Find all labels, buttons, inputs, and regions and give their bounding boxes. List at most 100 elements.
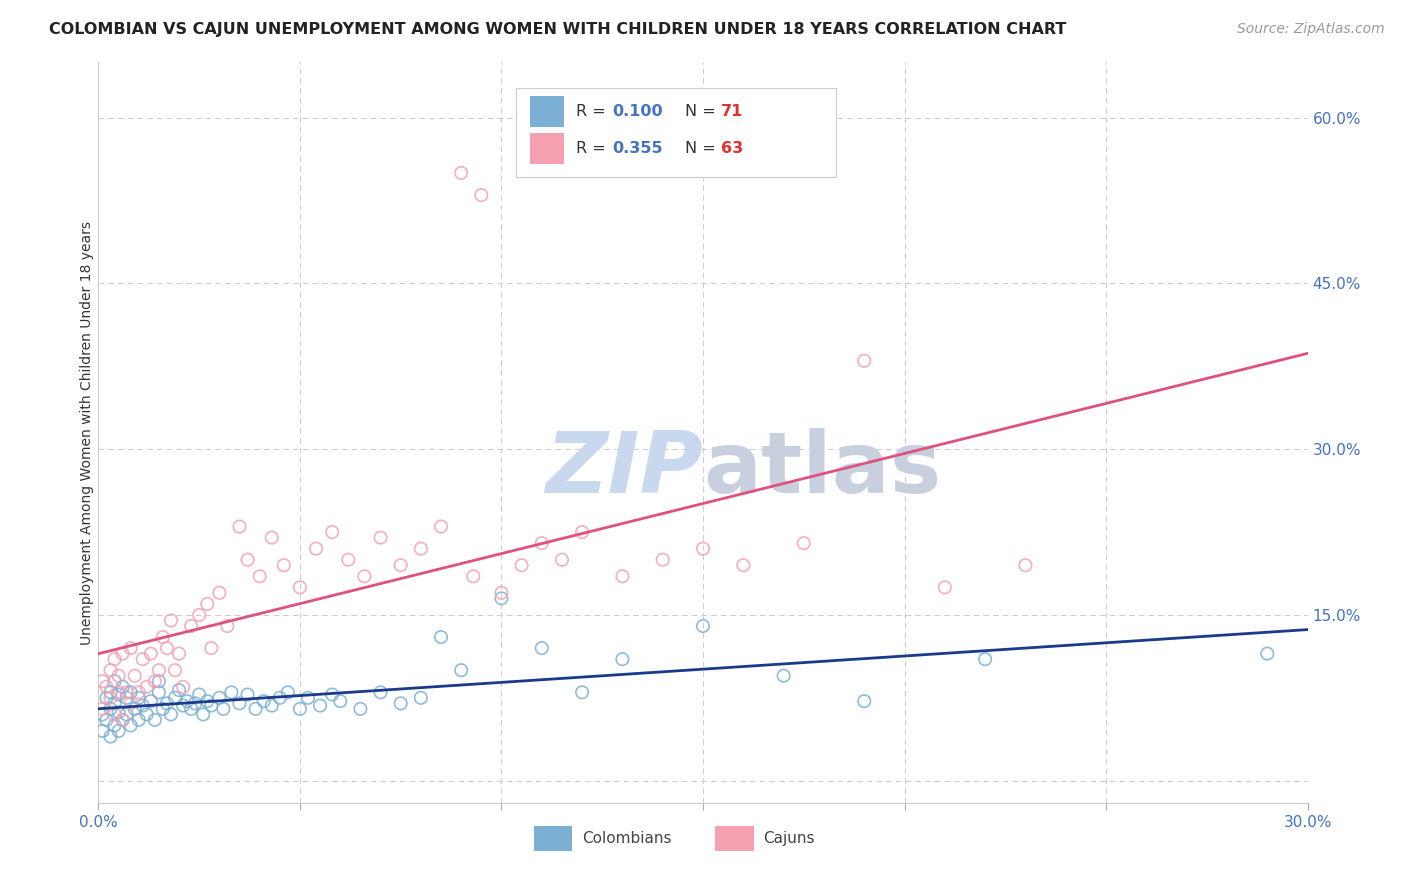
- Point: [143, 713, 166, 727]
- Point: [245, 702, 267, 716]
- Point: [103, 718, 125, 732]
- Point: [321, 688, 343, 702]
- Point: [115, 690, 138, 705]
- Point: [273, 558, 295, 573]
- Point: [111, 713, 134, 727]
- Point: [139, 694, 162, 708]
- Point: [228, 697, 250, 711]
- Point: [612, 652, 634, 666]
- Point: [184, 697, 207, 711]
- Point: [288, 702, 311, 716]
- Point: [124, 669, 146, 683]
- Point: [217, 619, 239, 633]
- Point: [107, 723, 129, 738]
- Point: [212, 702, 235, 716]
- Text: ZIP: ZIP: [546, 428, 703, 511]
- Point: [430, 630, 453, 644]
- Point: [167, 683, 190, 698]
- Point: [163, 663, 186, 677]
- Point: [193, 707, 215, 722]
- Point: [208, 690, 231, 705]
- Point: [288, 580, 311, 594]
- FancyBboxPatch shape: [530, 133, 564, 164]
- Point: [491, 591, 513, 606]
- FancyBboxPatch shape: [716, 827, 754, 851]
- Point: [120, 685, 142, 699]
- Point: [172, 698, 194, 713]
- Point: [692, 541, 714, 556]
- Point: [236, 552, 259, 566]
- Point: [103, 707, 125, 722]
- Point: [974, 652, 997, 666]
- Point: [297, 690, 319, 705]
- FancyBboxPatch shape: [516, 88, 837, 178]
- Point: [135, 707, 157, 722]
- Point: [180, 619, 202, 633]
- Point: [510, 558, 533, 573]
- Point: [772, 669, 794, 683]
- Point: [337, 552, 360, 566]
- Point: [180, 702, 202, 716]
- Text: 63: 63: [721, 141, 744, 156]
- Text: 0.355: 0.355: [613, 141, 664, 156]
- Point: [1256, 647, 1278, 661]
- Point: [96, 690, 118, 705]
- Point: [156, 697, 179, 711]
- Point: [107, 685, 129, 699]
- Point: [260, 698, 283, 713]
- Point: [221, 685, 243, 699]
- Point: [692, 619, 714, 633]
- Point: [200, 698, 222, 713]
- Point: [450, 166, 472, 180]
- Text: Source: ZipAtlas.com: Source: ZipAtlas.com: [1237, 22, 1385, 37]
- Point: [160, 707, 183, 722]
- Point: [228, 519, 250, 533]
- Point: [167, 647, 190, 661]
- Point: [160, 614, 183, 628]
- Point: [100, 663, 122, 677]
- Point: [260, 531, 283, 545]
- Point: [551, 552, 574, 566]
- Point: [853, 694, 876, 708]
- Point: [124, 702, 146, 716]
- Point: [793, 536, 815, 550]
- Point: [571, 524, 593, 539]
- Text: N =: N =: [685, 141, 721, 156]
- Point: [370, 531, 392, 545]
- Point: [143, 674, 166, 689]
- Point: [100, 690, 122, 705]
- Point: [305, 541, 328, 556]
- Point: [491, 586, 513, 600]
- Point: [853, 353, 876, 368]
- Point: [107, 669, 129, 683]
- Point: [96, 680, 118, 694]
- Point: [612, 569, 634, 583]
- Text: Colombians: Colombians: [582, 830, 672, 846]
- Text: 0.100: 0.100: [613, 103, 664, 119]
- Point: [103, 674, 125, 689]
- Point: [353, 569, 375, 583]
- Point: [120, 718, 142, 732]
- Point: [115, 685, 138, 699]
- Point: [128, 713, 150, 727]
- Point: [100, 685, 122, 699]
- Point: [128, 690, 150, 705]
- Point: [389, 697, 412, 711]
- Point: [107, 688, 129, 702]
- Point: [195, 597, 218, 611]
- Point: [370, 685, 392, 699]
- Text: R =: R =: [576, 103, 612, 119]
- Point: [100, 730, 122, 744]
- Text: atlas: atlas: [703, 428, 941, 511]
- Point: [91, 707, 114, 722]
- Point: [103, 652, 125, 666]
- Point: [120, 697, 142, 711]
- Point: [91, 674, 114, 689]
- Point: [277, 685, 299, 699]
- Text: R =: R =: [576, 141, 612, 156]
- Point: [349, 702, 371, 716]
- Point: [389, 558, 412, 573]
- Text: 71: 71: [721, 103, 744, 119]
- FancyBboxPatch shape: [534, 827, 572, 851]
- Point: [103, 697, 125, 711]
